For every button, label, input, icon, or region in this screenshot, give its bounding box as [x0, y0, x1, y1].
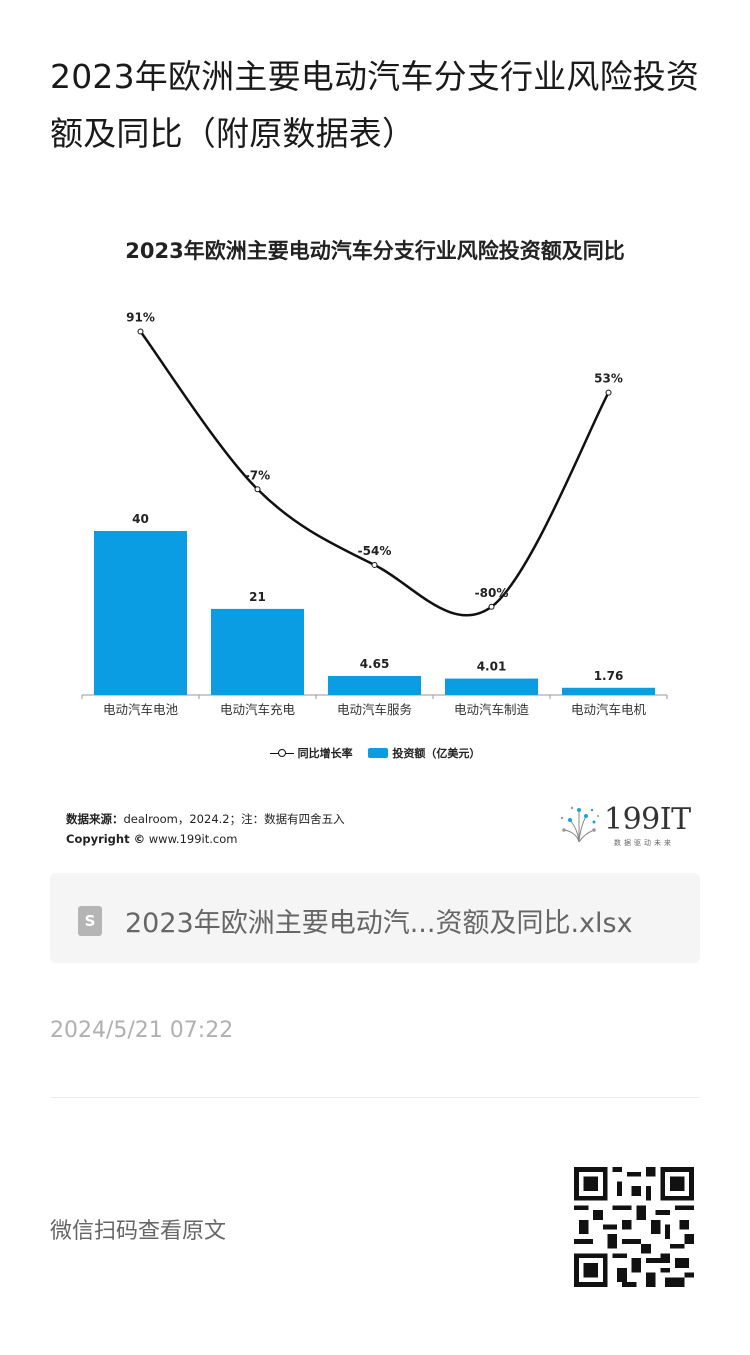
qr-label: 微信扫码查看原文 [50, 1219, 227, 1244]
x-tick-label: 电动汽车电机 [571, 702, 647, 717]
chart-title: 2023年欧洲主要电动汽车分支行业风险投资额及同比 [125, 239, 625, 263]
legend-bar-label: 投资额（亿美元） [392, 747, 481, 760]
x-tick-label: 电动汽车服务 [337, 702, 412, 717]
x-tick-label: 电动汽车制造 [454, 702, 530, 717]
logo-text: 199IT [604, 802, 691, 837]
chart-svg: 40 电动汽车电池 21 电动汽车充电 4.65 电动汽车服务 4.01 电动汽车制造 1.76… [81, 310, 668, 717]
growth-rate-label: -54% [358, 544, 392, 558]
growth-rate-label: -80% [475, 586, 509, 600]
growth-rate-point [371, 561, 378, 568]
legend-item-line: 同比增长率 [269, 745, 353, 761]
bar-0 [94, 531, 187, 695]
growth-rate-label: -7% [245, 468, 270, 482]
growth-rate-line [139, 330, 610, 617]
bar-value-label: 4.01 [477, 660, 507, 674]
bar-value-label: 4.65 [360, 657, 390, 671]
legend: 同比增长率 投资额（亿美元） [50, 745, 700, 761]
bar-1 [211, 608, 304, 695]
page-title: 2023年欧洲主要电动汽车分支行业风险投资额及同比（附原数据表） [50, 57, 700, 153]
attachment-card[interactable]: S 2023年欧洲主要电动汽...资额及同比.xlsx [50, 873, 700, 963]
growth-rate-label: 91% [126, 310, 155, 324]
logo-subtitle: 数据驱动未来 [614, 839, 674, 847]
bar-value-label: 21 [249, 590, 266, 604]
x-tick-label: 电动汽车充电 [220, 702, 296, 717]
legend-item-bar: 投资额（亿美元） [368, 745, 480, 761]
legend-line-marker [269, 748, 294, 758]
qr-code-icon[interactable] [574, 1167, 694, 1287]
divider [50, 1097, 700, 1098]
growth-rate-point [137, 328, 144, 335]
data-source: 数据来源：dealroom，2024.2；注：数据有四舍五入 Copyright… [66, 809, 345, 849]
spreadsheet-file-icon: S [78, 906, 102, 936]
bar-2 [328, 675, 421, 695]
growth-rate-label: 53% [594, 372, 623, 386]
legend-bar-swatch [368, 748, 389, 758]
199it-logo: 199IT 数据驱动未来 [556, 800, 706, 850]
source-text: dealroom，2024.2；注：数据有四舍五入 [123, 812, 345, 826]
bar-value-label: 1.76 [594, 669, 624, 683]
growth-rate-point [605, 389, 612, 396]
bar-3 [445, 678, 538, 695]
source-label: 数据来源： [66, 812, 124, 826]
bar-4 [562, 687, 655, 695]
copyright-text: www.199it.com [148, 832, 238, 846]
growth-rate-point [254, 486, 261, 493]
publish-date: 2024/5/21 07:22 [50, 1018, 234, 1043]
legend-line-label: 同比增长率 [297, 747, 353, 760]
attachment-file-name[interactable]: 2023年欧洲主要电动汽...资额及同比.xlsx [125, 908, 633, 939]
chart-card: 2023年欧洲主要电动汽车分支行业风险投资额及同比 40 电动汽车电池 21 电动汽车… [50, 215, 700, 855]
dandelion-icon [560, 806, 599, 843]
copyright-label: Copyright © [66, 832, 146, 846]
x-tick-label: 电动汽车电池 [103, 702, 179, 717]
bar-value-label: 40 [132, 512, 149, 526]
growth-rate-point [488, 603, 495, 610]
